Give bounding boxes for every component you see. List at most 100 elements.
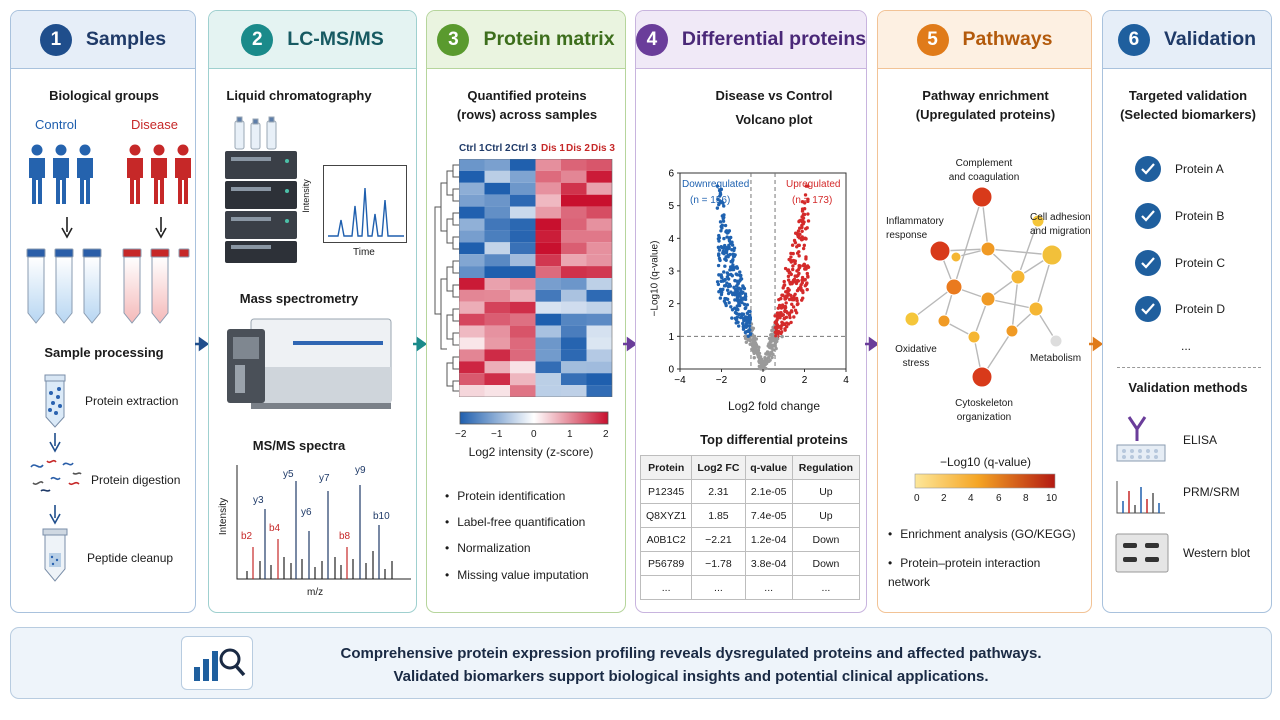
heatmap-cell — [586, 289, 612, 302]
volcano-point — [787, 271, 791, 275]
volcano-point — [724, 248, 729, 252]
volcano-point — [723, 257, 727, 261]
step-number: 4 — [636, 23, 668, 56]
heatmap-cell — [535, 373, 561, 386]
heatmap-cell — [484, 242, 510, 255]
prm-spectrum-icon — [1116, 481, 1165, 514]
volcano-point — [744, 340, 749, 344]
volcano-point — [725, 275, 730, 279]
heatmap-cell — [459, 182, 485, 195]
step-number: 6 — [1117, 23, 1150, 56]
matrix-heading-line2: (rows) across samples — [456, 107, 598, 122]
volcano-point — [734, 290, 739, 294]
volcano-point — [806, 219, 811, 223]
heatmap-frame — [459, 159, 613, 397]
msms-xlabel: m/z — [307, 587, 324, 598]
x-tick-label: 4 — [843, 375, 849, 386]
heatmap-cell — [586, 349, 612, 362]
heatmap-cell — [459, 385, 485, 397]
step-number: 1 — [39, 23, 72, 56]
volcano-point — [775, 323, 780, 327]
heatmap-cell — [459, 325, 485, 338]
volcano-point — [801, 246, 806, 251]
volcano-point — [802, 262, 806, 267]
heatmap-cell — [561, 337, 587, 350]
volcano-point — [796, 229, 801, 233]
table-heading: Top differential proteins — [700, 432, 848, 447]
heatmap-cell — [535, 254, 561, 267]
volcano-point — [760, 359, 764, 363]
volcano-point — [789, 251, 793, 256]
volcano-point — [764, 352, 768, 356]
table-cell: −1.78 — [691, 551, 746, 576]
heatmap-cell — [586, 278, 612, 290]
heatmap-cell — [484, 206, 510, 219]
heatmap-cell — [459, 206, 485, 219]
heatmap-cell — [510, 206, 536, 219]
heatmap-cell — [586, 254, 612, 267]
volcano-point — [716, 263, 721, 268]
heatmap-cell — [459, 301, 485, 314]
heatmap-cell — [510, 349, 536, 362]
volcano-point — [798, 285, 803, 289]
volcano-point — [734, 321, 738, 325]
disease-label: Disease — [131, 117, 178, 132]
volcano-point — [796, 234, 801, 239]
volcano-point — [779, 326, 783, 331]
volcano-point — [729, 235, 733, 240]
volcano-point — [769, 346, 774, 350]
heatmap-cell — [459, 254, 485, 267]
volcano-point — [744, 325, 748, 329]
up-count: (n = 173) — [792, 195, 833, 206]
table-cell: Down — [791, 551, 861, 576]
table-header: Protein — [639, 455, 693, 480]
volcano-point — [767, 342, 771, 346]
ion-label-y7: y7 — [319, 473, 330, 484]
volcano-point — [758, 355, 763, 359]
heatmap-cell — [484, 301, 510, 314]
heatmap-cell — [510, 230, 536, 243]
pathway-colorbar-tick: 2 — [941, 493, 947, 504]
heatmap-col-dis3: Dis 3 — [591, 143, 615, 154]
disease-people-icon — [127, 144, 191, 204]
flow-arrow-icon — [623, 336, 638, 352]
control-people-icon — [29, 144, 93, 204]
heatmap-cell — [484, 361, 510, 374]
heatmap-cell — [510, 182, 536, 195]
heatmap-cell — [586, 159, 612, 171]
heatmap-cell — [535, 325, 561, 338]
volcano-point — [800, 218, 805, 222]
pathway-label-cytoskeleton: Cytoskeleton organization — [955, 398, 1013, 423]
western-blot-icon — [1115, 533, 1169, 573]
x-tick-label: 2 — [802, 375, 808, 386]
heatmap-cell — [586, 337, 612, 350]
volcano-point — [729, 305, 733, 309]
volcano-point — [764, 361, 769, 366]
heatmap-cell — [459, 194, 485, 207]
volcano-point — [720, 275, 724, 280]
heatmap-colorbar — [459, 411, 609, 425]
up-label: Upregulated — [786, 179, 841, 190]
volcano-point — [741, 321, 745, 326]
heatmap-col-ctrl2: Ctrl 2 — [485, 143, 511, 154]
step-number: 5 — [916, 23, 949, 56]
volcano-point — [800, 238, 804, 242]
volcano-point — [795, 251, 800, 255]
heatmap-cell — [459, 278, 485, 290]
volcano-point — [722, 284, 727, 288]
heatmap-cell — [586, 170, 612, 183]
volcano-point — [748, 315, 753, 320]
msms-spectrum — [236, 465, 411, 580]
panel-header: 1 Samples — [11, 11, 195, 69]
volcano-point — [804, 267, 808, 271]
pathway-bullet: Enrichment analysis (GO/KEGG) — [888, 527, 1075, 541]
step-number: 2 — [241, 23, 274, 56]
heatmap-cell — [484, 349, 510, 362]
x-tick-label: −4 — [674, 375, 686, 386]
volcano-point — [792, 294, 796, 298]
volcano-point — [741, 297, 745, 301]
volcano-point — [796, 279, 801, 283]
volcano-point — [728, 252, 732, 257]
volcano-point — [750, 347, 754, 352]
table-row: ............ — [639, 575, 861, 600]
